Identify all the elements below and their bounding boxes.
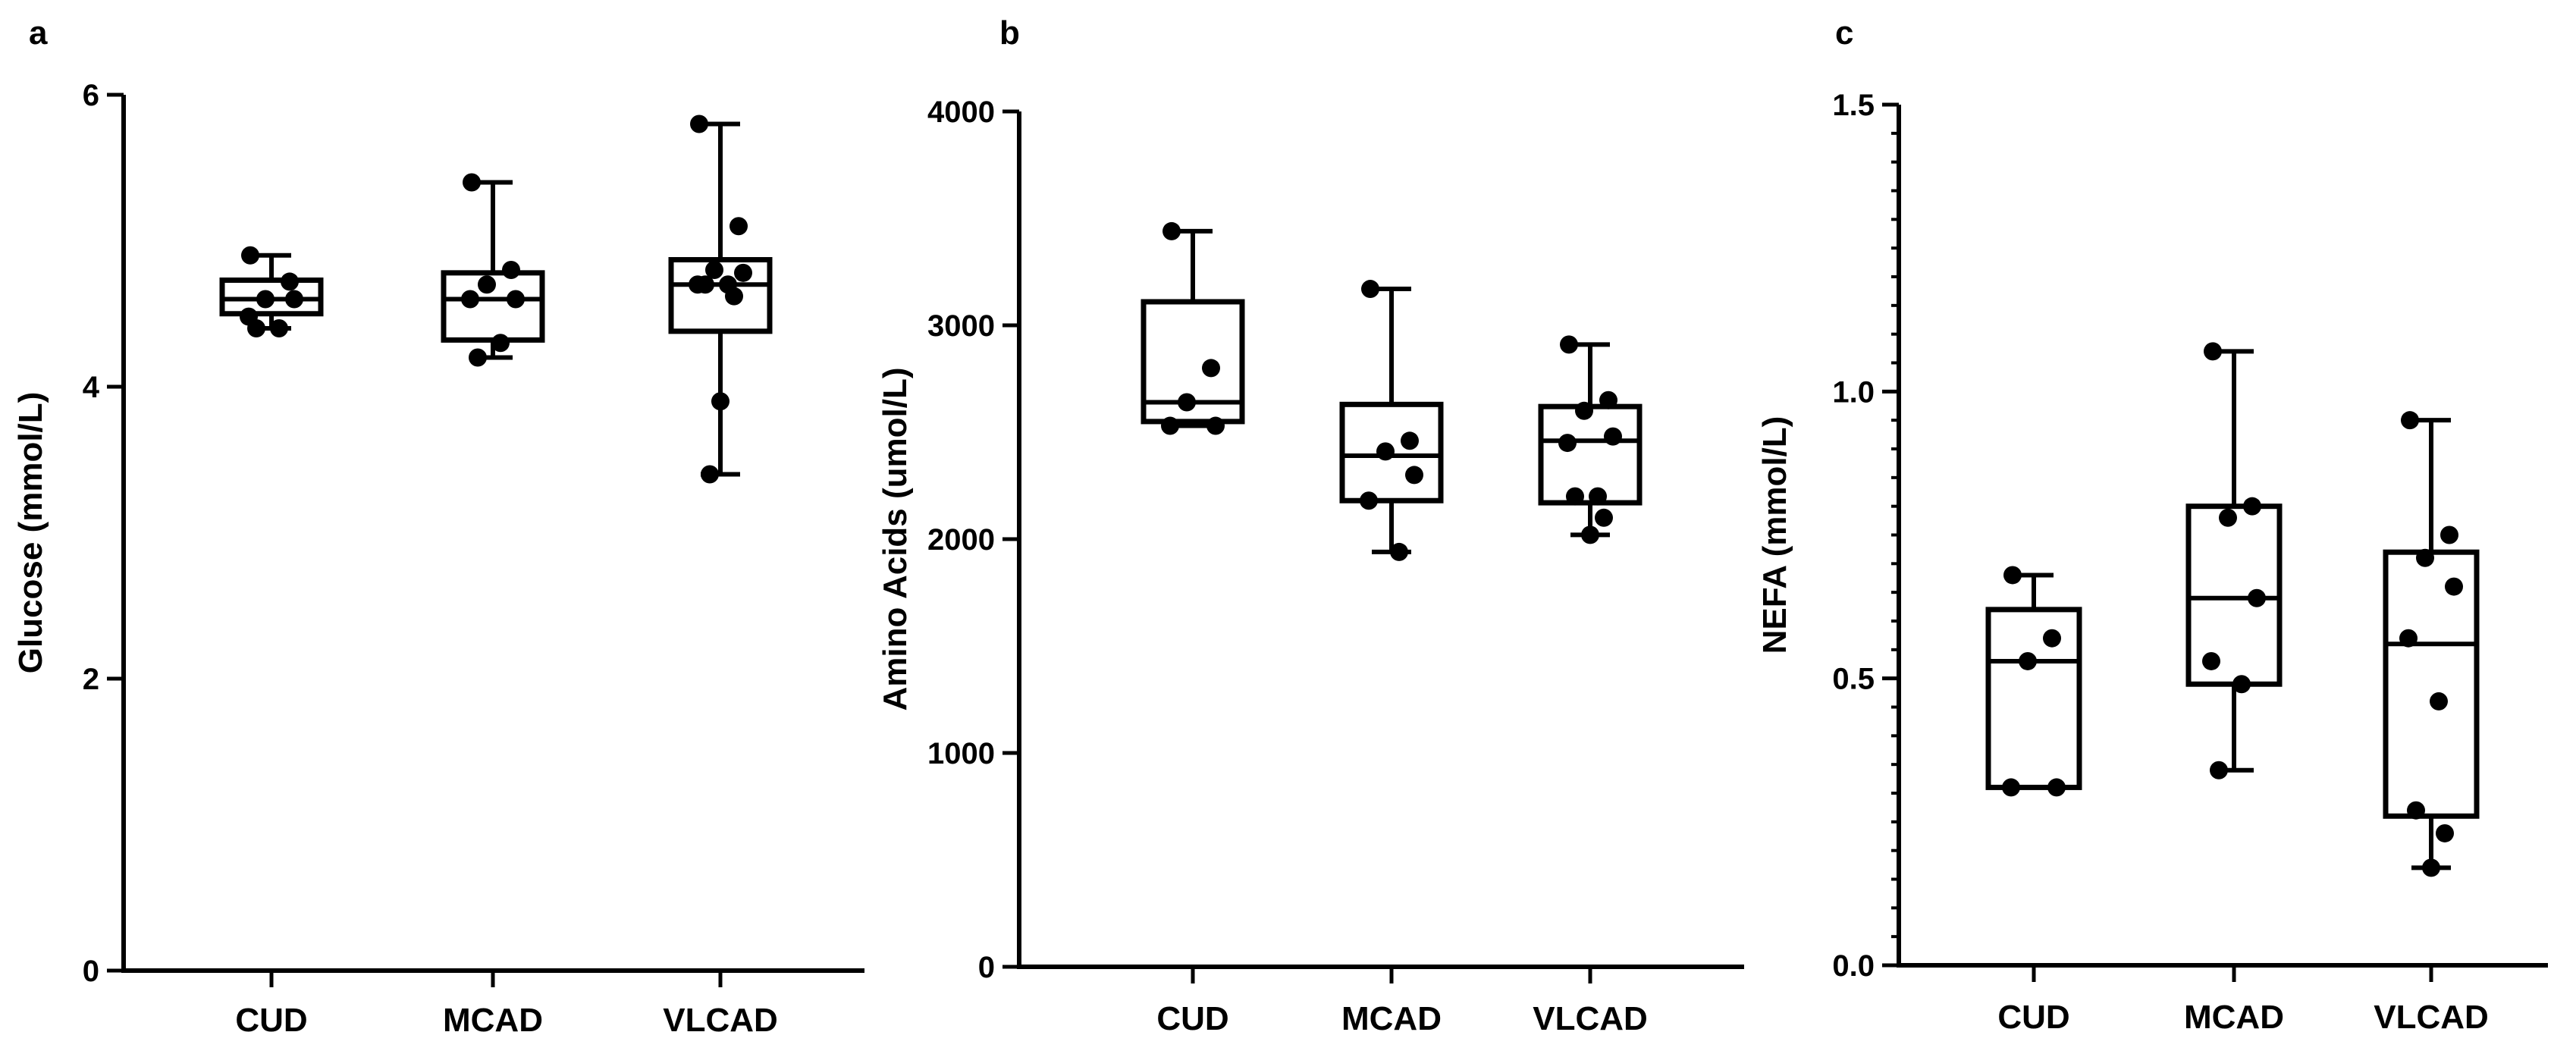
y-tick-label: 2000	[927, 523, 995, 557]
data-point	[1595, 508, 1613, 527]
y-tick-label: 1000	[927, 737, 995, 770]
panel-letter: b	[999, 14, 1020, 52]
y-axis-title: Amino Acids (umol/L)	[877, 367, 914, 711]
data-point	[2232, 675, 2251, 694]
data-point	[2019, 651, 2037, 670]
data-point	[1390, 542, 1408, 561]
category-label-cud: CUD	[235, 1002, 307, 1039]
data-point	[1575, 401, 1593, 420]
category-label-vlcad: VLCAD	[2374, 999, 2489, 1036]
box-vlcad	[1538, 403, 1643, 506]
data-point	[1566, 487, 1584, 506]
data-point	[2043, 629, 2061, 648]
data-point	[696, 275, 714, 294]
data-point	[2430, 692, 2448, 711]
data-point	[1581, 525, 1599, 544]
data-point	[1361, 280, 1379, 299]
data-point	[502, 261, 520, 279]
data-point	[690, 114, 708, 133]
y-tick-label: 0	[978, 951, 995, 984]
category-label-mcad: MCAD	[2184, 999, 2284, 1036]
data-point	[2445, 577, 2463, 596]
y-tick-label: 6	[83, 79, 99, 112]
data-point	[478, 275, 496, 294]
data-point	[734, 263, 752, 282]
data-point	[241, 246, 259, 265]
data-point	[270, 319, 288, 337]
data-point	[2440, 525, 2458, 544]
y-tick-label: 4	[83, 371, 100, 404]
data-point	[1162, 221, 1181, 240]
data-point	[725, 287, 743, 306]
data-point	[1589, 487, 1607, 506]
panel-c-nefa-chart: c 0.0 0.5 1.0 1.5 NEFA (mmol/L) CUD MCAD VLCAD	[1756, 14, 2548, 1036]
data-point	[2219, 508, 2237, 527]
data-point	[2407, 801, 2425, 820]
box-mcad	[2185, 503, 2283, 687]
data-point	[2204, 342, 2222, 361]
data-point	[247, 319, 265, 337]
y-tick-label: 1.5	[1832, 89, 1875, 122]
data-point	[1360, 491, 1378, 510]
data-point	[469, 348, 487, 367]
y-tick-label: 4000	[927, 96, 995, 129]
category-label-cud: CUD	[1156, 1000, 1228, 1037]
y-axis-title: NEFA (mmol/L)	[1756, 416, 1793, 654]
data-point	[1401, 431, 1419, 450]
data-point	[463, 173, 481, 192]
data-point	[1202, 359, 1220, 378]
data-point	[1178, 393, 1196, 412]
data-point	[1161, 416, 1179, 435]
y-tick-label: 0.0	[1832, 949, 1875, 983]
data-point	[1560, 335, 1578, 354]
y-tick-label: 3000	[927, 309, 995, 343]
category-label-mcad: MCAD	[1341, 1000, 1442, 1037]
data-point	[2202, 651, 2220, 670]
data-point	[1558, 434, 1577, 453]
box-vlcad	[2383, 549, 2480, 819]
y-tick-label: 0.5	[1832, 663, 1875, 696]
panel-a-glucose-chart: a 0 2 4 6 Glucose (mmol/L) CUD MCAD VLCAD	[12, 14, 864, 1039]
category-label-cud: CUD	[1997, 999, 2069, 1036]
data-point	[1604, 427, 1622, 446]
data-point	[2248, 588, 2266, 607]
box-cud	[1985, 607, 2082, 790]
data-point	[285, 290, 303, 309]
data-point	[2243, 497, 2261, 516]
data-point	[2002, 778, 2020, 797]
y-tick-label: 2	[83, 663, 99, 696]
panel-letter: c	[1835, 14, 1853, 52]
data-point	[461, 290, 479, 309]
data-point	[256, 290, 275, 309]
data-point	[711, 392, 730, 411]
data-point	[491, 334, 510, 353]
category-label-vlcad: VLCAD	[663, 1002, 778, 1039]
data-point	[2416, 548, 2434, 567]
data-point	[1405, 466, 1423, 485]
box-mcad	[1339, 401, 1444, 503]
category-label-vlcad: VLCAD	[1533, 1000, 1648, 1037]
data-point	[2210, 761, 2228, 780]
data-point	[1206, 416, 1225, 435]
data-point	[705, 261, 723, 279]
y-tick-label: 0	[83, 955, 99, 988]
category-label-mcad: MCAD	[443, 1002, 543, 1039]
data-point	[281, 272, 299, 291]
data-point	[2003, 566, 2022, 585]
data-point	[2436, 823, 2454, 842]
data-point	[1376, 442, 1395, 461]
y-axis-title: Glucose (mmol/L)	[12, 392, 49, 674]
data-point	[2422, 858, 2440, 877]
data-point	[2399, 629, 2418, 648]
data-point	[1599, 391, 1617, 409]
data-point	[507, 290, 525, 309]
y-tick-label: 1.0	[1832, 375, 1875, 409]
data-point	[2401, 411, 2419, 430]
data-point	[2047, 778, 2066, 797]
data-point	[730, 217, 748, 236]
data-point	[701, 465, 719, 484]
panel-letter: a	[29, 14, 48, 52]
panel-b-amino-acids-chart: b 0 1000 2000 3000 4000 Amino Acids (umol/L) CU…	[877, 14, 1744, 1037]
